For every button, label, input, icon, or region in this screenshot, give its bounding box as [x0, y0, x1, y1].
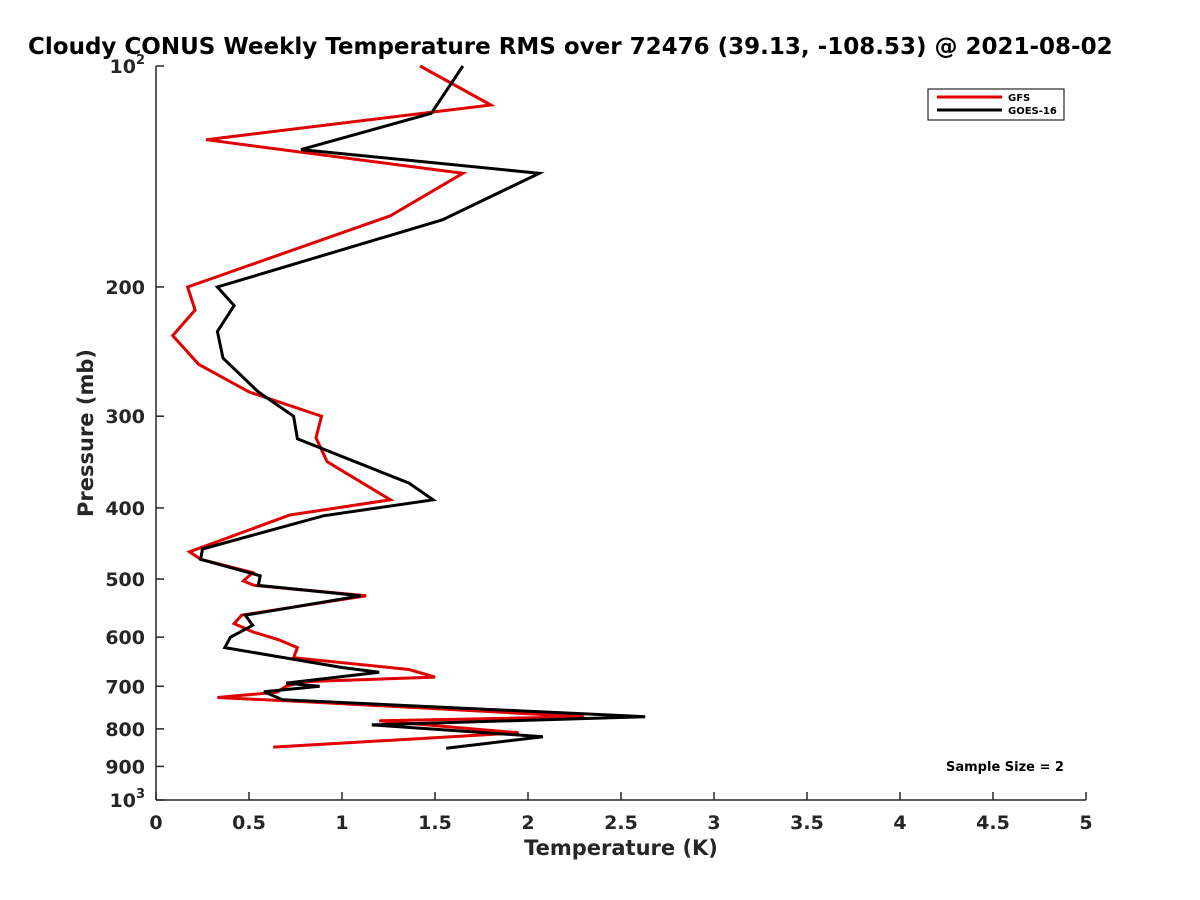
legend: GFS GOES-16 [927, 88, 1065, 121]
series-line-goes16 [198, 65, 646, 750]
y-axis-label: Pressure (mb) [74, 349, 98, 517]
series-layer [170, 64, 646, 750]
y-tick-label: 400 [105, 498, 145, 520]
y-tick-label: 900 [105, 756, 145, 778]
y-axis-ticks: 102 200 300 400 500 600 700 800 900 103 [105, 53, 164, 812]
legend-box [927, 88, 1065, 121]
sample-size-annotation: Sample Size = 2 [946, 760, 1064, 775]
y-tick-label: 200 [105, 277, 145, 299]
x-tick-label: 2 [521, 812, 534, 834]
chart-title: Cloudy CONUS Weekly Temperature RMS over… [28, 34, 1113, 60]
x-tick-label: 1 [335, 812, 348, 834]
x-axis-ticks: 0 0.5 1 1.5 2 2.5 3 3.5 4 4.5 5 [149, 792, 1093, 834]
y-tick-label: 103 [110, 787, 146, 812]
y-tick-label: 102 [110, 53, 146, 78]
legend-label-goes16: GOES-16 [1008, 106, 1057, 117]
plot-area: 0 0.5 1 1.5 2 2.5 3 3.5 4 4.5 5 102 200 300 400 500 600… [105, 53, 1092, 834]
x-axis-label: Temperature (K) [524, 836, 718, 860]
legend-label-gfs: GFS [1008, 93, 1030, 104]
series-line-gfs [170, 64, 584, 749]
x-tick-label: 4.5 [976, 812, 1010, 834]
x-tick-label: 5 [1079, 812, 1092, 834]
x-tick-label: 0 [149, 812, 162, 834]
y-tick-label: 300 [105, 406, 145, 428]
x-tick-label: 4 [893, 812, 906, 834]
y-tick-label: 600 [105, 627, 145, 649]
y-tick-label: 700 [105, 676, 145, 698]
x-tick-label: 0.5 [232, 812, 266, 834]
x-tick-label: 3.5 [790, 812, 824, 834]
x-tick-label: 2.5 [604, 812, 638, 834]
y-tick-label: 500 [105, 569, 145, 591]
x-tick-label: 3 [707, 812, 720, 834]
y-tick-label: 800 [105, 719, 145, 741]
x-tick-label: 1.5 [418, 812, 452, 834]
